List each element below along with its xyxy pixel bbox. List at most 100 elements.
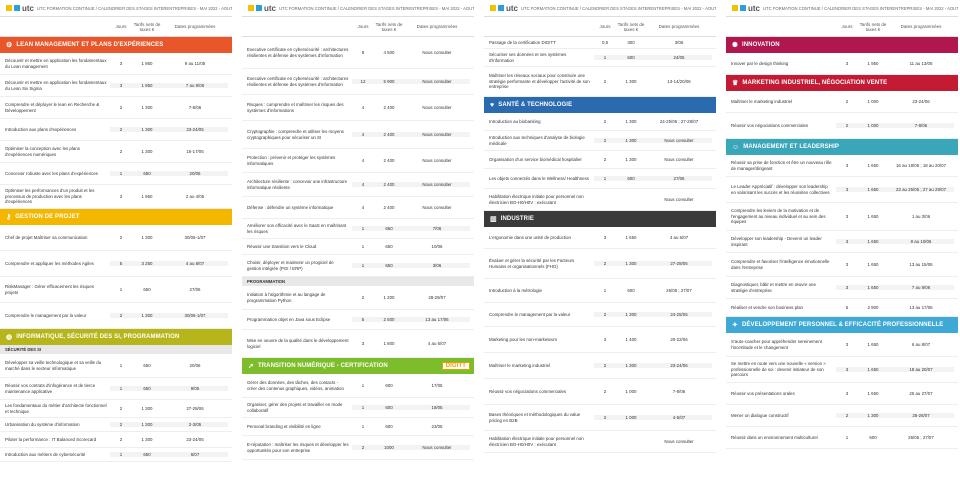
page-2: utc UTC FORMATION CONTINUE / CALENDRIER D…: [242, 0, 474, 500]
header-title: UTC FORMATION CONTINUE / CALENDRIER DES …: [521, 5, 716, 11]
course-dates: 23-24/05: [162, 126, 228, 133]
course-price: 1 000: [616, 414, 646, 421]
table-row: E-réputation : maîtriser les risques et …: [242, 436, 474, 460]
column-headers: Jours Tarifs nets de taxes € Dates program…: [242, 17, 474, 37]
course-dates: 30/06-1/07: [162, 312, 228, 319]
course-title: Le Leader Appréciatif : développer son l…: [731, 183, 830, 195]
course-dates: 24/05: [646, 54, 712, 61]
key-icon: ⚷: [6, 214, 12, 221]
course-title: Réaliser et vendre son business plan: [731, 304, 803, 310]
page-4: utc UTC FORMATION CONTINUE / CALENDRIER D…: [726, 0, 958, 500]
course-days: 2: [603, 156, 607, 162]
course-dates: 23-24/06: [912, 98, 930, 104]
course-dates: 18/05: [404, 404, 470, 411]
course-price: 1 650: [867, 341, 879, 347]
logo-text: utc: [22, 3, 34, 13]
course-dates: 23-24/05: [186, 436, 204, 442]
course-dates: 24-25/05: [646, 311, 712, 318]
course-price: 600: [385, 423, 393, 429]
course-dates: 6/07: [162, 451, 228, 458]
course-title: Marketing pour les non-marketeurs: [489, 336, 558, 342]
course-dates: 9 au 11/05: [184, 60, 206, 66]
course-price: 1 650: [867, 162, 879, 168]
course-dates: 13 au 17/06: [404, 316, 470, 323]
course-days: 1: [845, 434, 849, 440]
course-days: 5: [845, 304, 849, 310]
course-dates: 7 au 9/06: [162, 82, 228, 89]
course-price: 2 900: [867, 304, 879, 310]
col-dates: Dates programmées: [416, 24, 458, 29]
table-row: Maîtriser le marketing industriel 2 1 000 2…: [726, 91, 958, 113]
course-days: 4: [361, 157, 365, 163]
course-price: 1 950: [141, 60, 153, 66]
col-days: Jours: [357, 24, 369, 29]
course-title: Introduction à la métrologie: [489, 287, 542, 293]
course-days: 2: [110, 126, 132, 133]
course-title: Initiation à l'algorithmie et au langage…: [247, 291, 326, 303]
course-title: Diagnostiquer, bâtir et mettre en œuvre …: [731, 281, 816, 293]
table-row: Améliorer son efficacité avec le SaaS en…: [242, 219, 474, 239]
logo-square: [490, 5, 496, 11]
course-price: 1 300: [141, 234, 153, 240]
course-price: 2 500: [374, 316, 404, 323]
course-dates: 7-8/06: [888, 122, 954, 129]
course-title: Se mettre en route vers une nouvelle « v…: [731, 360, 826, 378]
course-title: L'ergonomie dans une unité de production: [489, 234, 571, 240]
course-title: Chef de projet Maîtriser sa communicatio…: [5, 234, 88, 240]
course-title: Architecture résiliente : concevoir une …: [247, 178, 348, 190]
header-title: UTC FORMATION CONTINUE / CALENDRIER DES …: [763, 5, 958, 11]
course-dates: 7 au 9/06: [888, 284, 954, 291]
course-days: 1: [361, 382, 365, 388]
table-row: Programmation objet en Java sous Eclipse…: [242, 310, 474, 330]
column-headers: Jours Tarifs nets de taxes € Dates program…: [0, 17, 232, 37]
course-price: 1 300: [616, 260, 646, 267]
course-title: Maîtriser les réseaux sociaux pour const…: [489, 72, 590, 90]
course-title: Comprendre et favoriser l'intelligence é…: [731, 258, 830, 270]
col-dates: Dates programmées: [174, 24, 216, 29]
lightbulb-icon: ✺: [732, 42, 738, 49]
course-title: Améliorer son efficacité avec le SaaS en…: [247, 222, 347, 234]
course-title: Les fondamentaux du métier d'architecte …: [5, 402, 107, 414]
course-title: Découvrir et mettre en application les f…: [5, 79, 107, 91]
course-price: 650: [132, 451, 162, 458]
course-dates: 4 au 6/07: [427, 340, 447, 346]
course-price: 1 300: [141, 436, 153, 442]
table-row: Gérer des données, des tâches, des conta…: [242, 374, 474, 398]
course-title: Réussir vos négociations commerciales: [731, 122, 809, 128]
course-title: Comprendre et déployer le lean en Recher…: [5, 101, 100, 113]
course-dates: 1 au 3/06: [911, 213, 931, 219]
page-header: utc UTC FORMATION CONTINUE / CALENDRIER D…: [242, 0, 474, 17]
course-price: 1 200: [383, 294, 395, 300]
course-title: Réussir vos contrats d'infogérance et de…: [5, 382, 96, 394]
course-price: 650: [374, 225, 404, 232]
course-price: 2 400: [383, 104, 395, 110]
course-dates: Nous consulter: [664, 196, 694, 202]
course-title: Optimiser les performances d'un produit …: [5, 187, 95, 205]
course-price: 1 000: [867, 98, 879, 104]
course-title: Organisation d'un service biomédical hos…: [489, 156, 582, 162]
course-days: 2: [119, 405, 123, 411]
course-title: Introduction aux métiers de cybersécurit…: [5, 451, 86, 457]
table-row: Comprendre les leviers de la motivation …: [726, 203, 958, 231]
utc-logo: utc: [248, 4, 276, 13]
course-dates: 27-28/06: [646, 260, 712, 267]
course-days: 3: [603, 336, 607, 342]
course-price: 600: [627, 287, 635, 293]
logo-square: [248, 5, 254, 11]
course-title: Introduction au biobanking: [489, 118, 541, 124]
table-row: Réussir vos négociations commerciales 2 1 …: [484, 379, 716, 405]
course-price: 5 900: [374, 78, 404, 85]
course-title: Choisir, déployer et maintenir un progic…: [247, 259, 334, 271]
course-title: Risques : comprendre et maîtriser les ri…: [247, 101, 344, 113]
utc-logo: utc: [490, 4, 518, 13]
course-days: 3: [110, 82, 132, 89]
course-days: 5: [110, 260, 132, 267]
course-price: 600: [869, 434, 877, 440]
utc-logo: utc: [732, 4, 760, 13]
course-title: Passage de la certification DIGITT: [489, 39, 556, 45]
table-row: Marketing pour les non-marketeurs 3 1 400 2…: [484, 327, 716, 353]
course-days: 3: [845, 162, 849, 168]
course-title: Introduction aux techniques d'analyse de…: [489, 134, 585, 146]
course-title: Programmation objet en Java sous Eclipse: [247, 316, 331, 322]
course-title: Organiser, gérer des projets et travaill…: [247, 401, 343, 413]
